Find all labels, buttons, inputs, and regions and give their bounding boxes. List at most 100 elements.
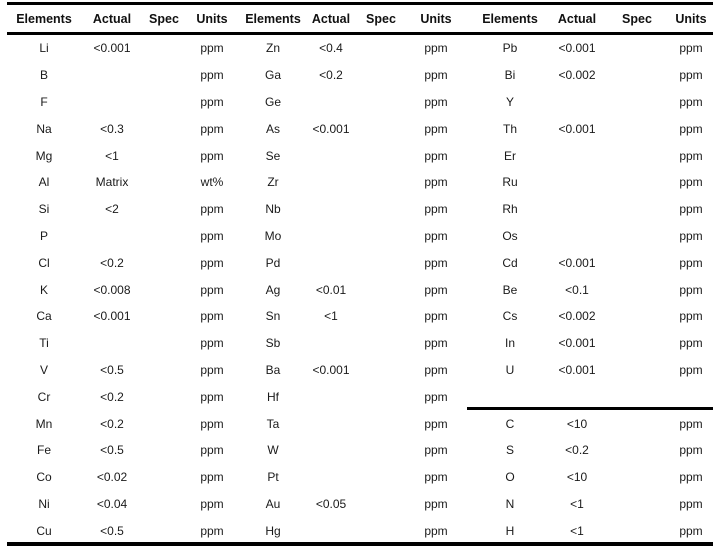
actual-value-cell: <0.008	[93, 282, 131, 297]
units-cell: ppm	[679, 68, 703, 83]
table-row: Li <0.001 ppm Zn <0.4 ppm Pb <0.001 ppm	[8, 35, 708, 62]
actual-value-cell: <0.01	[315, 282, 347, 297]
element-cell: Zr	[267, 175, 279, 190]
element-cell: Hf	[267, 389, 279, 404]
table-row: V <0.5 ppm Ba <0.001 ppm U <0.001 ppm	[8, 357, 708, 384]
table-row: K <0.008 ppm Ag <0.01 ppm Be <0.1 ppm	[8, 276, 708, 303]
units-cell: ppm	[424, 309, 448, 324]
element-cell: Pb	[502, 41, 518, 56]
element-cell: Cr	[37, 389, 51, 404]
header-elements-group2: Elements	[245, 11, 301, 26]
units-cell: ppm	[200, 41, 224, 56]
units-cell: ppm	[679, 416, 703, 431]
element-cell: Sn	[265, 309, 281, 324]
actual-value-cell: <0.001	[312, 121, 350, 136]
actual-value-cell: <1	[570, 523, 584, 538]
header-units-group1: Units	[196, 11, 228, 26]
units-cell: ppm	[679, 121, 703, 136]
actual-value-cell: <0.02	[96, 470, 128, 485]
header-elements-group1: Elements	[16, 11, 72, 26]
element-cell: Cs	[502, 309, 518, 324]
units-cell: ppm	[679, 148, 703, 163]
units-cell: ppm	[424, 41, 448, 56]
units-cell: ppm	[679, 282, 703, 297]
units-cell: ppm	[424, 68, 448, 83]
element-cell: P	[39, 228, 48, 243]
element-cell: O	[505, 470, 515, 485]
header-divider	[7, 32, 713, 35]
element-cell: C	[505, 416, 515, 431]
table-row: Al Matrix wt% Zr ppm Ru ppm	[8, 169, 708, 196]
units-cell: ppm	[424, 255, 448, 270]
table-top-border	[7, 2, 713, 5]
units-cell: ppm	[200, 309, 224, 324]
units-cell: ppm	[200, 148, 224, 163]
units-cell: ppm	[679, 336, 703, 351]
actual-value-cell: <0.3	[100, 121, 124, 136]
gas-elements-section-divider	[467, 407, 713, 410]
actual-value-cell: <0.2	[100, 255, 124, 270]
units-cell: ppm	[200, 443, 224, 458]
units-cell: ppm	[200, 336, 224, 351]
element-cell: Pt	[267, 470, 279, 485]
units-cell: ppm	[424, 121, 448, 136]
element-cell: Os	[502, 228, 518, 243]
element-cell: Ta	[266, 416, 280, 431]
units-cell: ppm	[200, 523, 224, 538]
actual-value-cell: <0.001	[93, 309, 131, 324]
actual-value-cell: <0.5	[100, 443, 124, 458]
element-cell: Pd	[265, 255, 281, 270]
element-cell: Ca	[36, 309, 52, 324]
actual-value-cell: <1	[324, 309, 338, 324]
units-cell: ppm	[200, 416, 224, 431]
header-spec-group2: Spec	[366, 11, 396, 26]
units-cell: ppm	[679, 362, 703, 377]
table-row: Cr <0.2 ppm Hf ppm	[8, 383, 708, 410]
element-cell: K	[39, 282, 48, 297]
units-cell: ppm	[679, 443, 703, 458]
element-cell: F	[40, 94, 48, 109]
header-spec-group1: Spec	[149, 11, 179, 26]
units-cell: ppm	[424, 148, 448, 163]
units-cell: ppm	[200, 228, 224, 243]
element-cell: Cd	[502, 255, 518, 270]
actual-value-cell: <2	[105, 202, 119, 217]
element-cell: Ti	[39, 336, 49, 351]
table-header-row: Elements Actual Spec Units Elements Actu…	[8, 5, 708, 32]
units-cell: ppm	[424, 362, 448, 377]
actual-value-cell: <0.4	[319, 41, 343, 56]
element-cell: Mn	[35, 416, 53, 431]
element-cell: Ge	[264, 94, 281, 109]
actual-value-cell: <0.2	[100, 416, 124, 431]
actual-value-cell: <1	[570, 496, 584, 511]
element-cell: H	[505, 523, 515, 538]
units-cell: ppm	[679, 255, 703, 270]
element-cell: Ba	[265, 362, 281, 377]
element-cell: Sb	[265, 336, 281, 351]
element-cell: Si	[38, 202, 50, 217]
table-row: Ca <0.001 ppm Sn <1 ppm Cs <0.002 ppm	[8, 303, 708, 330]
units-cell: ppm	[200, 362, 224, 377]
header-units-group3: Units	[675, 11, 707, 26]
header-actual-group2: Actual	[311, 11, 351, 26]
units-cell: ppm	[424, 175, 448, 190]
element-cell: Ag	[265, 282, 281, 297]
element-cell: Li	[39, 41, 49, 56]
element-cell: Nb	[265, 202, 281, 217]
element-cell: Ga	[264, 68, 281, 83]
element-cell: Co	[36, 470, 52, 485]
table-row: Mg <1 ppm Se ppm Er ppm	[8, 142, 708, 169]
table-row: Co <0.02 ppm Pt ppm O <10 ppm	[8, 464, 708, 491]
actual-value-cell: <0.5	[100, 362, 124, 377]
actual-value-cell: <10	[566, 416, 588, 431]
units-cell: ppm	[200, 470, 224, 485]
header-units-group2: Units	[420, 11, 452, 26]
units-cell: ppm	[424, 443, 448, 458]
element-cell: Y	[505, 94, 514, 109]
element-cell: S	[505, 443, 514, 458]
actual-value-cell: <0.001	[558, 121, 596, 136]
units-cell: ppm	[424, 416, 448, 431]
